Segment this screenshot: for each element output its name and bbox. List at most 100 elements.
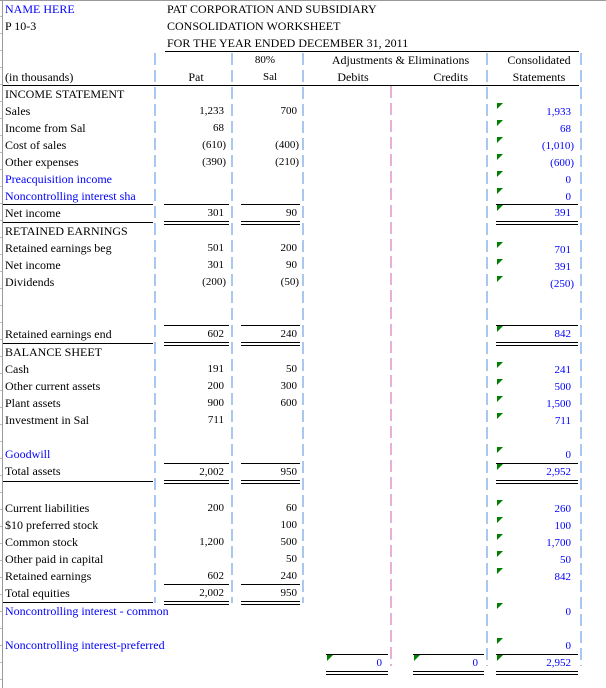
sal-value[interactable]: 50 — [286, 553, 297, 565]
statements-header[interactable]: Statements — [512, 70, 566, 84]
pat-value[interactable]: 200 — [207, 502, 225, 514]
row-label[interactable]: $10 preferred stock — [5, 518, 99, 532]
row-label[interactable]: Net income — [5, 258, 61, 272]
sal-value[interactable]: (50) — [280, 276, 299, 288]
pat-value[interactable]: 602 — [207, 570, 225, 582]
sal-value[interactable]: 90 — [286, 207, 297, 219]
consolidated-value[interactable]: (1,010) — [541, 140, 574, 152]
consolidated-total[interactable]: 2,952 — [546, 657, 571, 669]
row-label[interactable]: Preacquisition income — [5, 172, 112, 186]
pat-value[interactable]: 1,200 — [199, 536, 224, 548]
pat-value[interactable]: (390) — [202, 156, 226, 168]
row-label[interactable]: Cost of sales — [5, 138, 67, 152]
consolidated-value[interactable]: 711 — [554, 415, 571, 427]
sal-value[interactable]: 100 — [280, 519, 298, 531]
consolidated-value[interactable]: 50 — [560, 554, 571, 566]
pat-value[interactable]: 200 — [207, 380, 225, 392]
row-label[interactable]: BALANCE SHEET — [5, 345, 102, 359]
row-label[interactable]: Income from Sal — [5, 121, 86, 135]
sal-value[interactable]: 240 — [280, 328, 298, 340]
row-label[interactable]: Noncontrolling interest sha — [5, 189, 136, 203]
sal-value[interactable]: 950 — [280, 466, 298, 478]
consolidated-value[interactable]: 0 — [565, 449, 572, 461]
sal-value[interactable]: 240 — [280, 570, 298, 582]
row-label[interactable]: Investment in Sal — [5, 413, 89, 427]
sal-value[interactable]: (400) — [275, 139, 299, 151]
consolidated-value[interactable]: 391 — [554, 261, 572, 273]
row-label[interactable]: Other paid in capital — [5, 552, 104, 566]
consolidated-value[interactable]: 68 — [560, 123, 571, 135]
adjustments-header[interactable]: Adjustments & Eliminations — [331, 53, 470, 67]
row-label[interactable]: Other current assets — [5, 379, 101, 393]
row-label[interactable]: Common stock — [5, 535, 79, 549]
sal-value[interactable]: 950 — [280, 587, 298, 599]
debits-total[interactable]: 0 — [376, 657, 383, 669]
sal-header[interactable]: Sal — [262, 71, 278, 83]
row-label[interactable]: Retained earnings beg — [5, 241, 112, 255]
row-label[interactable]: Goodwill — [5, 447, 51, 461]
row-label[interactable]: Noncontrolling interest-preferred — [5, 638, 165, 652]
sal-value[interactable]: 700 — [280, 105, 298, 117]
row-label[interactable]: Other expenses — [5, 155, 79, 169]
consolidated-value[interactable]: 0 — [565, 191, 572, 203]
pat-value[interactable]: 301 — [207, 259, 225, 271]
pat-value[interactable]: 191 — [207, 363, 225, 375]
row-label[interactable]: Noncontrolling interest - common — [5, 604, 169, 618]
row-label[interactable]: Retained earnings end — [5, 327, 112, 341]
row-label[interactable]: RETAINED EARNINGS — [5, 224, 128, 238]
title-line-1[interactable]: PAT CORPORATION AND SUBSIDIARY — [167, 2, 377, 16]
row-label[interactable]: Current liabilities — [5, 501, 90, 515]
pat-value[interactable]: (610) — [202, 139, 226, 151]
consolidated-value[interactable]: 260 — [554, 503, 572, 515]
consolidated-value[interactable]: 0 — [565, 174, 572, 186]
sal-percent-header[interactable]: 80% — [254, 54, 276, 66]
pat-value[interactable]: 2,002 — [199, 466, 224, 478]
consolidated-header[interactable]: Consolidated — [507, 53, 571, 67]
pat-value[interactable]: 602 — [207, 328, 225, 340]
row-label[interactable]: Total assets — [5, 464, 61, 478]
row-label[interactable]: INCOME STATEMENT — [5, 87, 125, 101]
row-label[interactable]: Retained earnings — [5, 569, 92, 583]
row-label[interactable]: Total equities — [5, 586, 70, 600]
pat-value[interactable]: 2,002 — [199, 587, 224, 599]
consolidated-value[interactable]: (600) — [550, 157, 574, 169]
row-label[interactable]: Dividends — [5, 275, 55, 289]
name-cell[interactable]: NAME HERE — [5, 2, 75, 16]
consolidated-value[interactable]: (250) — [550, 278, 574, 290]
consolidated-value[interactable]: 241 — [554, 364, 572, 376]
consolidated-value[interactable]: 842 — [554, 571, 572, 583]
pat-value[interactable]: 68 — [213, 122, 224, 134]
consolidated-value[interactable]: 1,700 — [546, 537, 571, 549]
sal-value[interactable]: 200 — [280, 242, 298, 254]
debits-header[interactable]: Debits — [337, 70, 369, 84]
sal-value[interactable]: 60 — [286, 502, 297, 514]
title-line-2[interactable]: CONSOLIDATION WORKSHEET — [167, 19, 341, 33]
row-label[interactable]: Sales — [5, 104, 31, 118]
consolidated-value[interactable]: 391 — [554, 207, 572, 219]
units-header[interactable]: (in thousands) — [5, 70, 74, 84]
consolidated-value[interactable]: 0 — [565, 606, 572, 618]
sal-value[interactable]: 300 — [280, 380, 298, 392]
consolidated-value[interactable]: 1,933 — [546, 106, 571, 118]
pat-header[interactable]: Pat — [188, 70, 204, 84]
consolidated-value[interactable]: 100 — [554, 520, 572, 532]
sal-value[interactable]: 50 — [286, 363, 297, 375]
pat-value[interactable]: 900 — [207, 397, 225, 409]
sal-value[interactable]: 600 — [280, 397, 298, 409]
pat-value[interactable]: 301 — [207, 207, 225, 219]
sal-value[interactable]: (210) — [275, 156, 299, 168]
credits-header[interactable]: Credits — [433, 70, 468, 84]
pat-value[interactable]: 501 — [207, 242, 225, 254]
row-label[interactable]: Net income — [5, 206, 61, 220]
row-label[interactable]: Plant assets — [5, 396, 61, 410]
pat-value[interactable]: (200) — [202, 276, 226, 288]
pat-value[interactable]: 711 — [207, 414, 224, 426]
row-label[interactable]: Cash — [5, 362, 29, 376]
consolidated-value[interactable]: 2,952 — [546, 466, 571, 478]
consolidated-value[interactable]: 1,500 — [546, 398, 571, 410]
consolidated-value[interactable]: 842 — [554, 328, 572, 340]
sal-value[interactable]: 90 — [286, 259, 297, 271]
pat-value[interactable]: 1,233 — [199, 105, 224, 117]
credits-total[interactable]: 0 — [472, 657, 479, 669]
sal-value[interactable]: 500 — [280, 536, 298, 548]
